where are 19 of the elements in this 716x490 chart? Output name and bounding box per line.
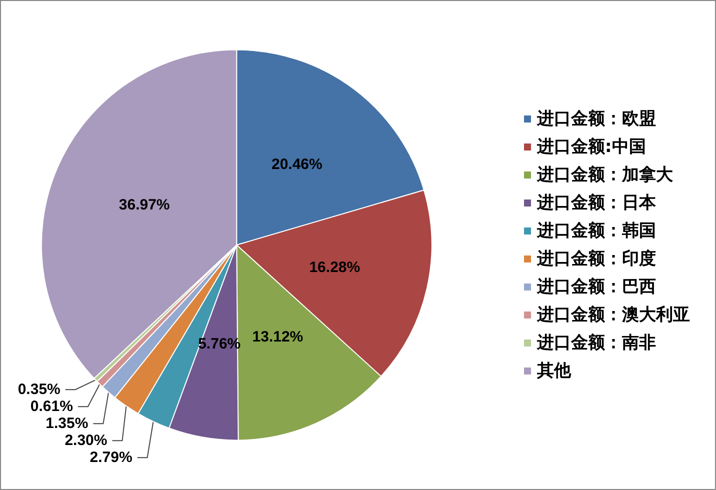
legend-label: 进口金额：巴西 [536,277,656,297]
legend-label: 进口金额:中国 [536,137,646,157]
legend-label: 进口金额：加拿大 [536,165,674,185]
legend-label: 进口金额：南非 [536,333,656,353]
legend-label: 其他 [536,361,572,381]
data-label: 2.79% [90,449,132,466]
legend-label: 进口金额：韩国 [536,221,656,241]
data-label: 20.46% [271,156,322,173]
data-label: 0.35% [18,381,60,398]
data-label: 16.28% [309,259,360,276]
legend-label: 进口金额：欧盟 [536,109,656,129]
data-label: 2.30% [64,432,108,450]
legend-label: 进口金额：澳大利亚 [536,305,690,325]
legend-label: 进口金额：印度 [536,249,656,269]
data-label: 1.35% [46,415,88,432]
data-label: 0.61% [30,398,73,416]
data-label: 36.97% [118,196,170,214]
data-label: 13.12% [252,328,304,346]
legend-label: 进口金额：日本 [536,193,657,213]
